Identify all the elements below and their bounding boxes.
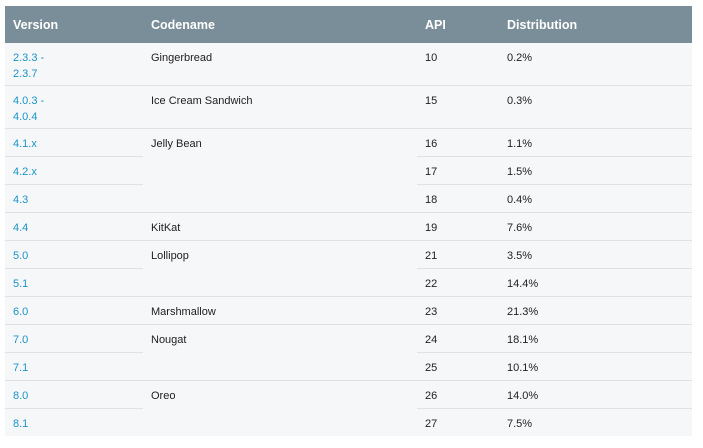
- table-row: 5.0 Lollipop 21 3.5%: [5, 240, 692, 269]
- table-row: 4.0.3 - 4.0.4 Ice Cream Sandwich 15 0.3%: [5, 85, 692, 129]
- api-cell: 25: [417, 352, 499, 381]
- codename-cell: Oreo: [143, 380, 417, 409]
- distribution-cell: 7.6%: [499, 212, 692, 241]
- distribution-cell: 14.4%: [499, 268, 692, 297]
- codename-cell: [143, 156, 417, 185]
- codename-cell: [143, 408, 417, 436]
- version-link[interactable]: 7.0: [5, 324, 143, 353]
- codename-cell: [143, 352, 417, 381]
- header-codename: Codename: [143, 6, 417, 43]
- version-line[interactable]: 2.3.3 - 2.3.7: [13, 52, 45, 80]
- distribution-cell: 18.1%: [499, 324, 692, 353]
- codename-cell: Marshmallow: [143, 296, 417, 325]
- header-version: Version: [5, 6, 143, 43]
- table-row: 4.2.x 17 1.5%: [5, 156, 692, 185]
- table-row: 4.4 KitKat 19 7.6%: [5, 212, 692, 241]
- api-cell: 24: [417, 324, 499, 353]
- api-cell: 23: [417, 296, 499, 325]
- codename-cell: Nougat: [143, 324, 417, 353]
- table-row: 7.1 25 10.1%: [5, 352, 692, 381]
- version-link[interactable]: 8.0: [5, 380, 143, 409]
- table-row: 7.0 Nougat 24 18.1%: [5, 324, 692, 353]
- distribution-cell: 21.3%: [499, 296, 692, 325]
- table-row: 8.1 27 7.5%: [5, 408, 692, 436]
- api-cell: 19: [417, 212, 499, 241]
- table-row: 4.1.x Jelly Bean 16 1.1%: [5, 128, 692, 157]
- distribution-cell: 7.5%: [499, 408, 692, 436]
- version-line[interactable]: 4.0.3 - 4.0.4: [13, 95, 45, 123]
- version-link[interactable]: 4.3: [5, 184, 143, 213]
- api-cell: 21: [417, 240, 499, 269]
- header-row: Version Codename API Distribution: [5, 6, 692, 43]
- header-api: API: [417, 6, 499, 43]
- table-row: 2.3.3 - 2.3.7 Gingerbread 10 0.2%: [5, 43, 692, 86]
- version-link[interactable]: 2.3.3 - 2.3.7: [5, 43, 143, 86]
- header-distribution: Distribution: [499, 6, 692, 43]
- version-link[interactable]: 4.2.x: [5, 156, 143, 185]
- api-cell: 27: [417, 408, 499, 436]
- table-row: 4.3 18 0.4%: [5, 184, 692, 213]
- distribution-cell: 0.2%: [499, 43, 692, 86]
- distribution-cell: 14.0%: [499, 380, 692, 409]
- distribution-cell: 10.1%: [499, 352, 692, 381]
- table-row: 8.0 Oreo 26 14.0%: [5, 380, 692, 409]
- api-cell: 26: [417, 380, 499, 409]
- distribution-cell: 0.3%: [499, 85, 692, 129]
- api-cell: 10: [417, 43, 499, 86]
- android-distribution-table: Version Codename API Distribution 2.3.3 …: [5, 6, 692, 436]
- version-link[interactable]: 8.1: [5, 408, 143, 436]
- codename-cell: Jelly Bean: [143, 128, 417, 157]
- version-link[interactable]: 7.1: [5, 352, 143, 381]
- api-cell: 15: [417, 85, 499, 129]
- distribution-cell: 3.5%: [499, 240, 692, 269]
- api-cell: 22: [417, 268, 499, 297]
- version-link[interactable]: 5.0: [5, 240, 143, 269]
- version-link[interactable]: 4.0.3 - 4.0.4: [5, 85, 143, 129]
- distribution-cell: 1.5%: [499, 156, 692, 185]
- api-cell: 17: [417, 156, 499, 185]
- codename-cell: Lollipop: [143, 240, 417, 269]
- table-row: 5.1 22 14.4%: [5, 268, 692, 297]
- distribution-table-container: Version Codename API Distribution 2.3.3 …: [5, 6, 692, 436]
- version-link[interactable]: 6.0: [5, 296, 143, 325]
- version-link[interactable]: 4.1.x: [5, 128, 143, 157]
- api-cell: 18: [417, 184, 499, 213]
- distribution-cell: 0.4%: [499, 184, 692, 213]
- codename-cell: [143, 268, 417, 297]
- distribution-cell: 1.1%: [499, 128, 692, 157]
- version-link[interactable]: 4.4: [5, 212, 143, 241]
- codename-cell: [143, 184, 417, 213]
- table-row: 6.0 Marshmallow 23 21.3%: [5, 296, 692, 325]
- codename-cell: KitKat: [143, 212, 417, 241]
- version-link[interactable]: 5.1: [5, 268, 143, 297]
- codename-cell: Ice Cream Sandwich: [143, 85, 417, 129]
- api-cell: 16: [417, 128, 499, 157]
- codename-cell: Gingerbread: [143, 43, 417, 86]
